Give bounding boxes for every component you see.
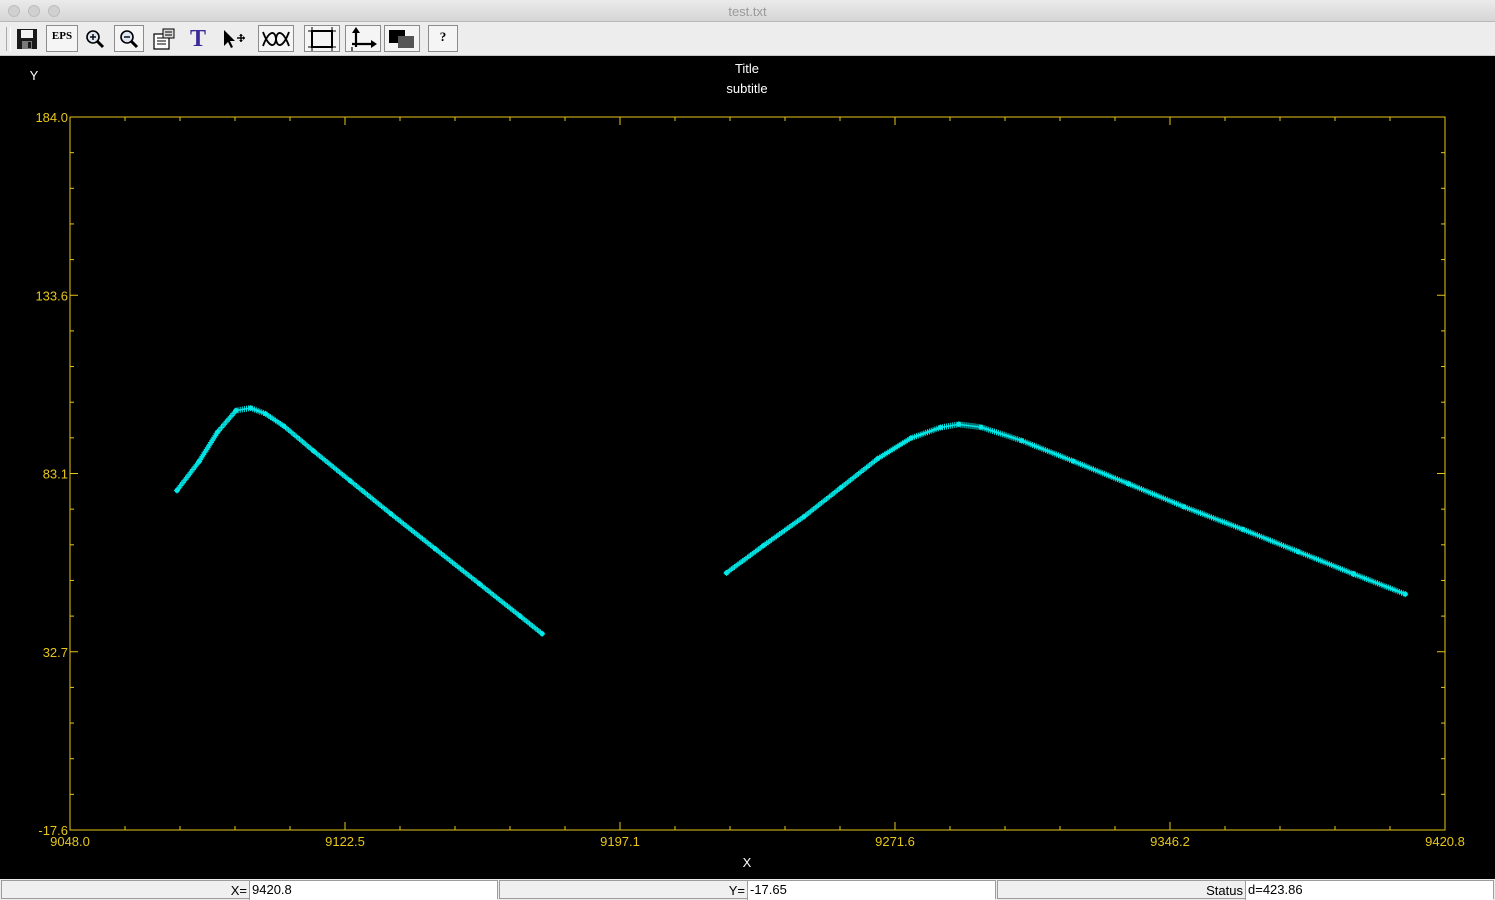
zoom-out-button[interactable] [114, 25, 144, 52]
data-point [215, 429, 220, 435]
toolbar-grip[interactable] [6, 27, 11, 51]
eps-export-button[interactable]: EPS [46, 25, 78, 52]
chart-subtitle: subtitle [726, 81, 767, 96]
data-point [875, 456, 881, 462]
axes-icon [351, 26, 377, 51]
color-squares-icon [389, 29, 414, 48]
y-tick-label: -17.6 [38, 823, 68, 838]
series-markers [723, 421, 1409, 598]
data-point [174, 488, 180, 493]
data-point [347, 478, 353, 484]
window-title-bar: test.txt [0, 0, 1495, 22]
chart[interactable]: Title subtitle Y X 9048.0 9122.5 9197.1 9271.6 9… [0, 56, 1495, 879]
help-button[interactable]: ? [428, 25, 458, 52]
zoom-in-icon [86, 29, 105, 48]
status-cell: Status d=423.86 [997, 880, 1494, 900]
data-point [760, 543, 766, 549]
y-tick-label: 83.1 [43, 467, 68, 482]
window-title: test.txt [728, 4, 767, 19]
text-icon: T [189, 25, 206, 52]
data-point [539, 631, 545, 637]
data-point [978, 424, 984, 430]
data-point [517, 613, 523, 619]
data-point [476, 581, 482, 587]
frame-button[interactable] [304, 25, 340, 52]
data-point [1295, 549, 1301, 555]
zoom-window-icon[interactable] [48, 5, 60, 17]
y-tick-label: 133.6 [35, 288, 68, 303]
data-point [801, 514, 807, 520]
data-point [937, 425, 943, 430]
x-coordinate-value: 9420.8 [249, 881, 497, 900]
y-coordinate-label: Y= [728, 883, 745, 898]
data-point [233, 408, 239, 413]
data-point [281, 423, 287, 429]
y-coordinate-cell: Y= -17.65 [499, 880, 996, 900]
data-point [1351, 571, 1356, 577]
data-point [908, 435, 914, 441]
axes-button[interactable] [345, 25, 381, 52]
data-point [956, 421, 962, 427]
select-move-button[interactable] [218, 25, 248, 52]
x-tick-label: 9122.5 [325, 834, 365, 849]
zoom-in-button[interactable] [80, 25, 110, 52]
frame-icon [308, 26, 336, 51]
data-point [248, 405, 254, 411]
chart-title: Title [735, 61, 759, 76]
status-value: d=423.86 [1245, 881, 1493, 900]
y-tick-label: 184.0 [35, 110, 68, 125]
x-axis-label: X [743, 855, 752, 870]
minimize-window-icon[interactable] [28, 5, 40, 17]
x-tick-label: 9271.6 [875, 834, 915, 849]
status-label: Status [1206, 883, 1243, 898]
y-axis-label: Y [30, 68, 39, 83]
color-toggle-button[interactable] [384, 25, 420, 52]
data-point [388, 511, 394, 517]
data-point [1019, 438, 1025, 444]
pointer-move-icon [224, 29, 245, 48]
curve-icon [262, 31, 290, 46]
series-markers [174, 405, 546, 637]
eps-icon: EPS [51, 29, 73, 42]
data-point [1126, 481, 1131, 487]
data-series-1 [174, 405, 546, 637]
data-point [1240, 526, 1246, 532]
data-point [263, 411, 268, 417]
status-bar: X= 9420.8 Y= -17.65 Status d=423.86 [0, 879, 1495, 900]
zoom-out-icon [120, 29, 139, 48]
text-button[interactable]: T [183, 25, 213, 52]
save-button[interactable] [12, 25, 42, 52]
y-tick-label: 32.7 [43, 645, 68, 660]
data-point [724, 570, 729, 576]
toolbar: EPS T [0, 22, 1495, 56]
data-point [1402, 591, 1408, 597]
x-tick-label: 9420.8 [1425, 834, 1465, 849]
help-icon: ? [439, 29, 447, 44]
x-tick-label: 9197.1 [600, 834, 640, 849]
properties-button[interactable] [149, 25, 179, 52]
y-coordinate-value: -17.65 [747, 881, 995, 900]
floppy-disk-icon [17, 28, 37, 49]
x-tick-label: 9346.2 [1150, 834, 1190, 849]
curve-fit-button[interactable] [258, 25, 294, 52]
data-series-2 [723, 421, 1409, 598]
x-tick-label: 9048.0 [50, 834, 90, 849]
data-point [1181, 504, 1187, 510]
plot-frame [69, 116, 1446, 831]
data-point [196, 459, 202, 464]
data-point [838, 485, 844, 491]
data-point [310, 448, 316, 454]
data-point [1070, 458, 1076, 464]
x-coordinate-label: X= [230, 883, 247, 898]
properties-icon [153, 28, 175, 50]
plot-area[interactable]: Title subtitle Y X 9048.0 9122.5 9197.1 9271.6 9… [0, 56, 1495, 879]
close-window-icon[interactable] [8, 5, 20, 17]
data-point [432, 546, 438, 552]
x-coordinate-cell: X= 9420.8 [1, 880, 498, 900]
